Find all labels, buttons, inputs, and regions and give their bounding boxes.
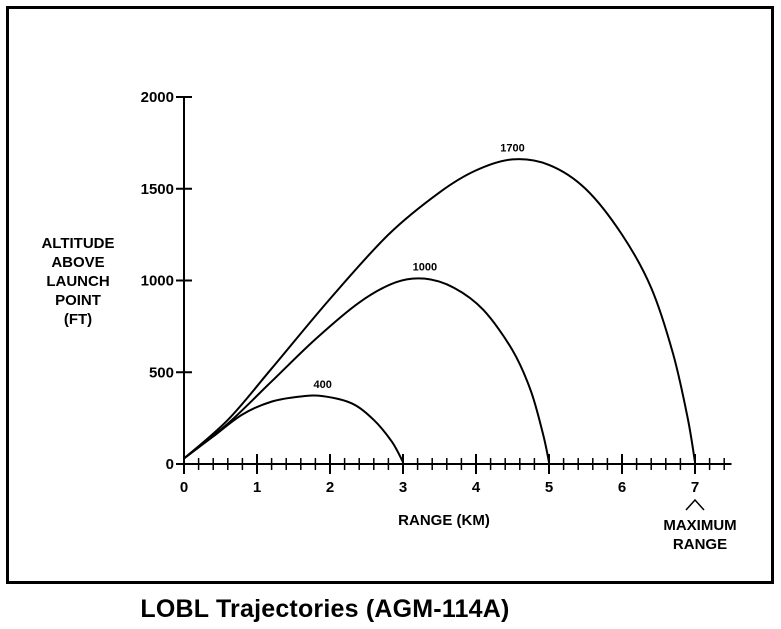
y-axis-label-line: LAUNCH	[46, 273, 109, 290]
y-axis-label-line: POINT	[55, 292, 101, 309]
trajectory-line-1000	[183, 277, 550, 463]
x-tick-label: 3	[399, 479, 407, 496]
y-tick-label: 1000	[141, 273, 174, 290]
series-label-1700: 1700	[500, 142, 524, 154]
x-tick-label: 7	[691, 479, 699, 496]
max-range-caret	[685, 498, 705, 511]
x-tick-label: 2	[326, 479, 334, 496]
max-range-label: MAXIMUM	[663, 517, 736, 534]
chart-ticks: 0 500 1000 1500 2000 0 1 2 3 4 5 6 7	[141, 89, 725, 496]
y-axis-label-line: ALTITUDE	[41, 235, 114, 252]
y-tick-label: 2000	[141, 89, 174, 106]
trajectory-line-1700	[183, 158, 696, 463]
series-label-1000: 1000	[413, 262, 437, 274]
x-tick-label: 0	[180, 479, 188, 496]
chart-frame	[6, 6, 774, 584]
x-axis-label: RANGE (KM)	[398, 512, 490, 529]
y-tick-label: 500	[149, 364, 174, 381]
x-tick-label: 6	[618, 479, 626, 496]
series-label-400: 400	[314, 379, 332, 391]
x-tick-label: 5	[545, 479, 553, 496]
y-axis-label-line: ABOVE	[51, 254, 104, 271]
trajectory-line-400	[183, 394, 404, 463]
x-tick-label: 4	[472, 479, 481, 496]
y-tick-label: 0	[166, 456, 174, 473]
chart-labels: ALTITUDE ABOVE LAUNCH POINT (FT) RANGE (KM) MA…	[41, 235, 736, 553]
max-range-label: RANGE	[673, 536, 727, 553]
x-tick-label: 1	[253, 479, 261, 496]
y-tick-label: 1500	[141, 181, 174, 198]
chart-series: 400 1000 1700	[183, 142, 696, 463]
chart-caption: LOBL Trajectories (AGM-114A)	[140, 595, 510, 623]
chart-axes	[183, 97, 732, 465]
y-axis-label-line: (FT)	[64, 311, 92, 328]
